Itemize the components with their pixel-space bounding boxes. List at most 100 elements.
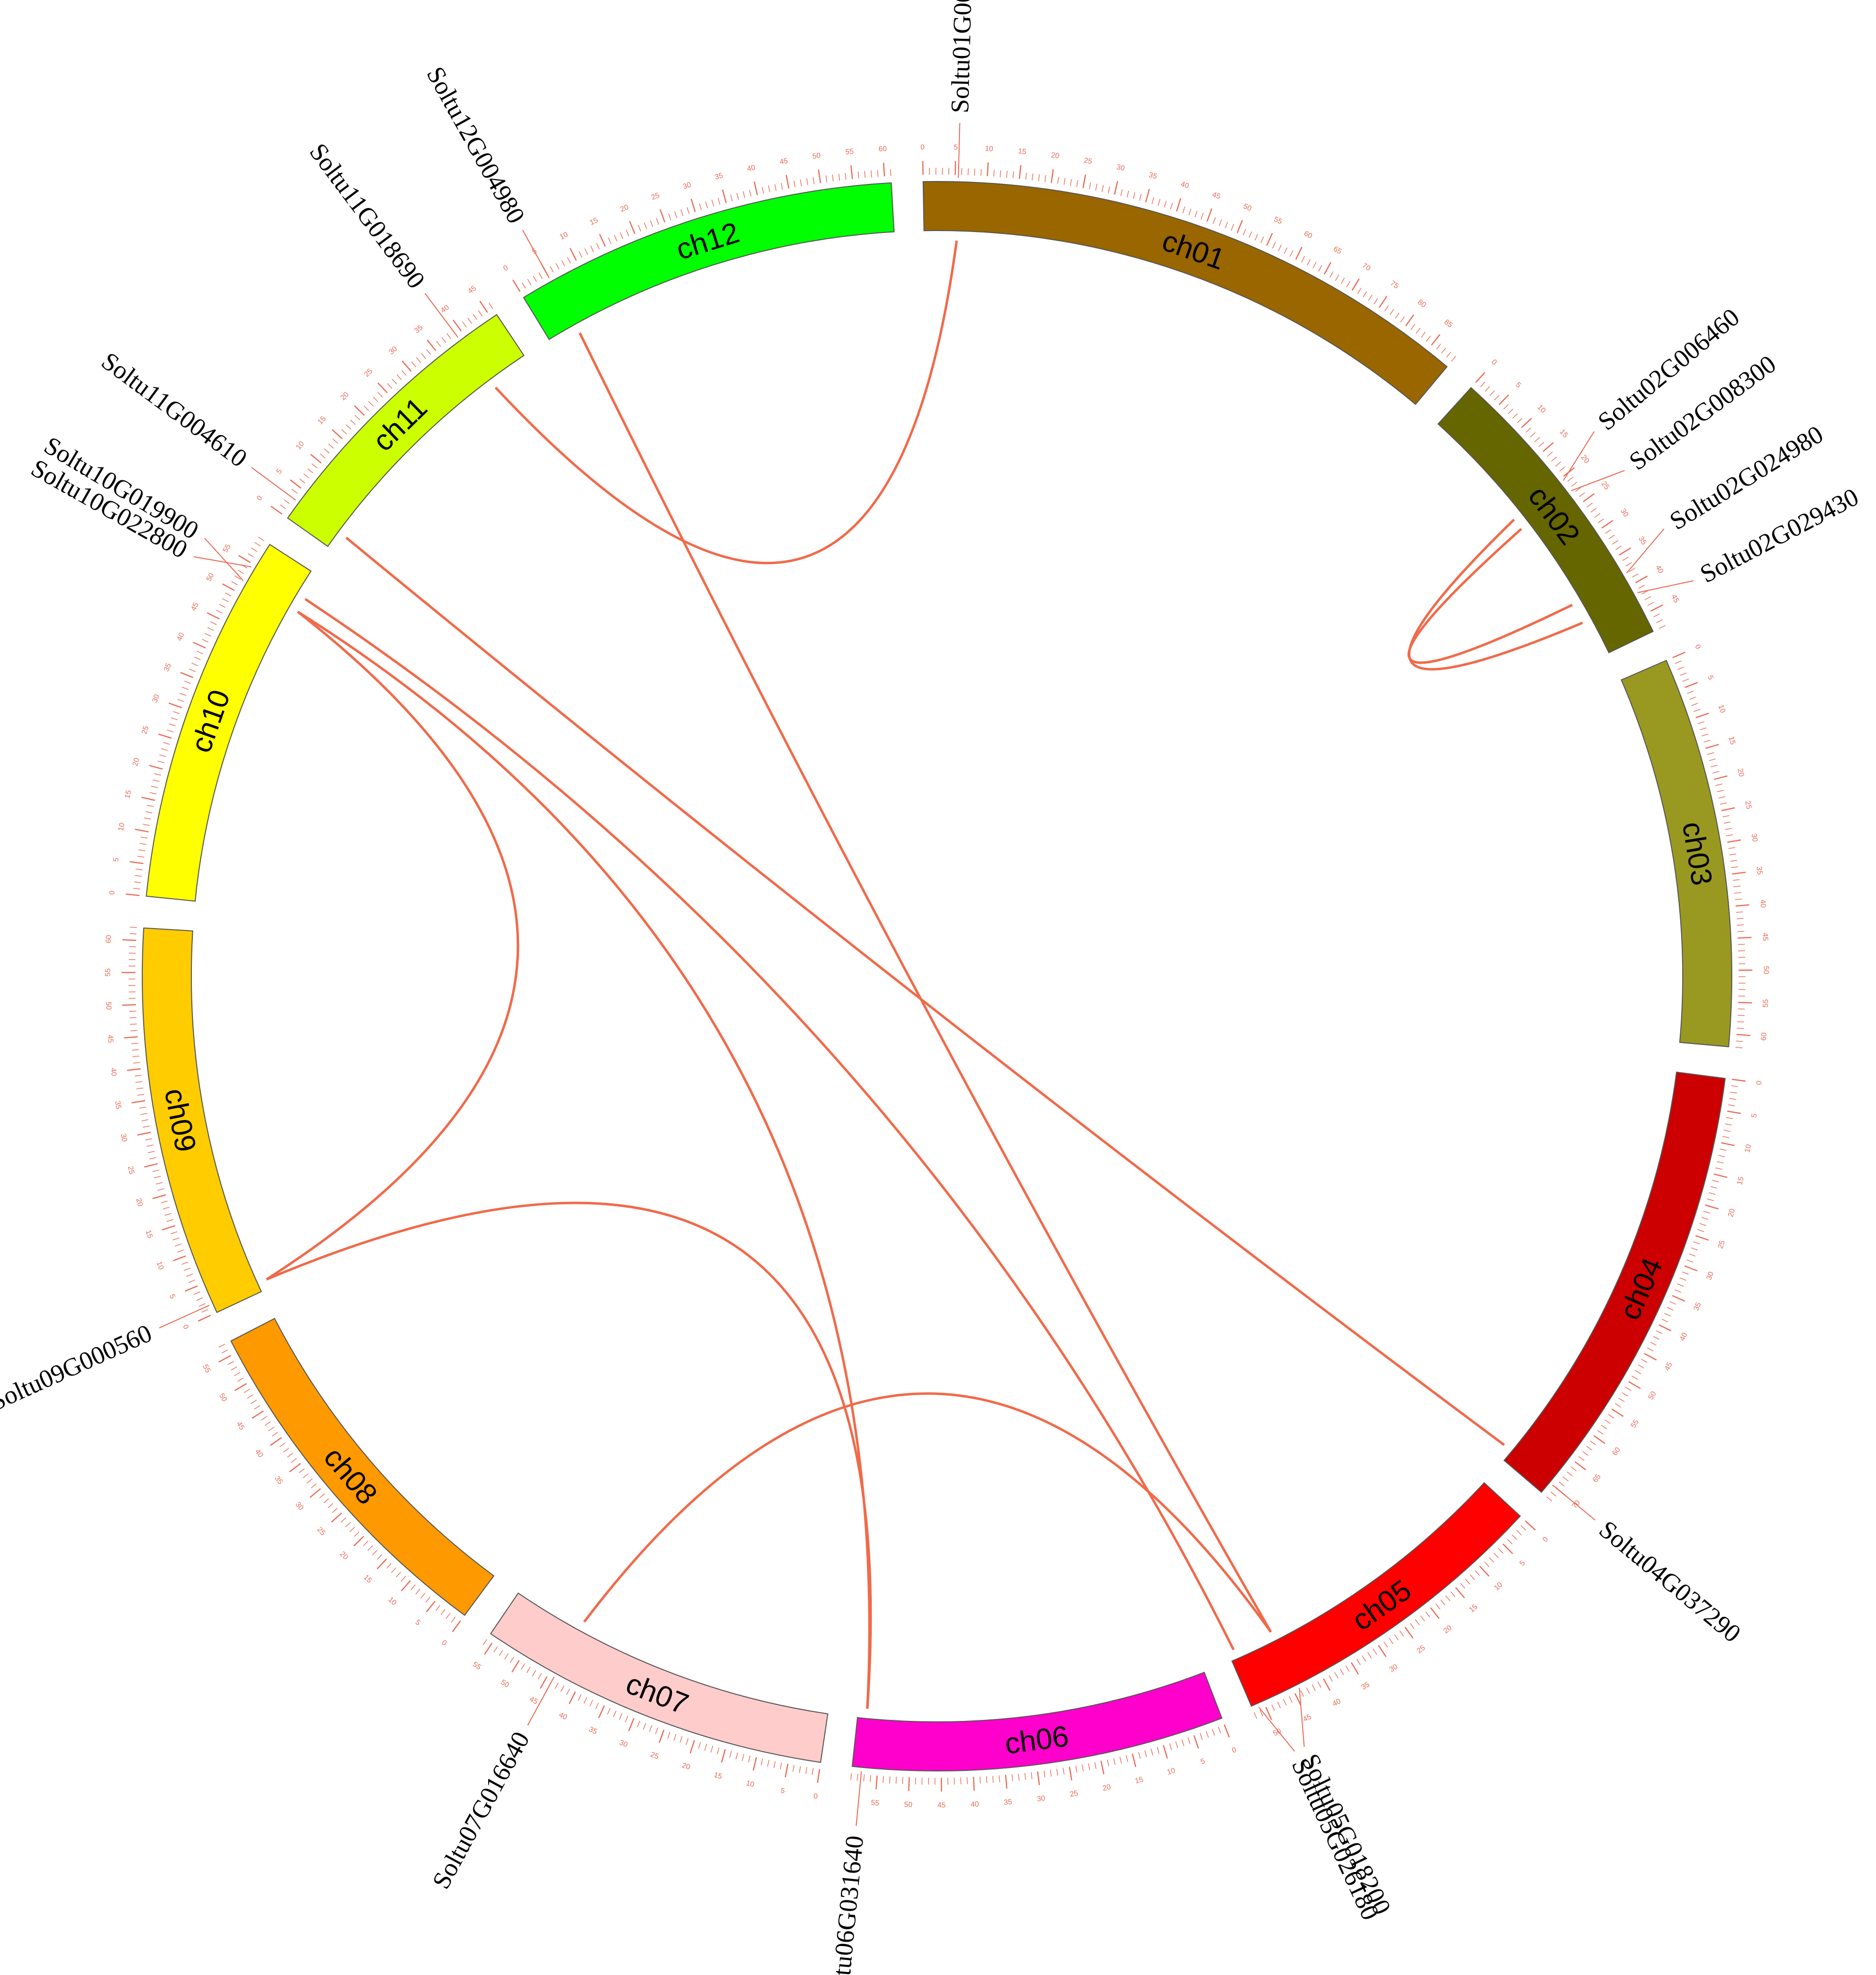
tick-mark — [130, 1017, 137, 1018]
tick-mark — [131, 1042, 138, 1044]
tick-label: 10 — [155, 1260, 165, 1271]
tick-mark — [1284, 247, 1288, 254]
tick-mark — [527, 279, 532, 286]
tick-label: 35 — [1148, 171, 1158, 181]
tick-mark — [145, 1138, 153, 1141]
tick-label: 5 — [1706, 674, 1715, 681]
gene-label: Soltu07G016640 — [427, 1727, 535, 1894]
tick-mark — [858, 171, 860, 179]
tick-mark — [299, 478, 306, 484]
tick-mark — [1206, 1731, 1209, 1738]
tick-mark — [1005, 1774, 1008, 1789]
tick-mark — [1718, 796, 1725, 799]
tick-label: 15 — [1017, 147, 1026, 156]
tick-mark — [883, 162, 886, 177]
tick-mark — [1044, 175, 1046, 182]
tick-label: 15 — [588, 216, 599, 227]
tick-mark — [1068, 1767, 1072, 1781]
tick-mark — [137, 1094, 144, 1096]
tick-mark — [1494, 395, 1500, 401]
tick-mark — [193, 1291, 201, 1295]
tick-mark — [974, 168, 975, 176]
chromosome-ch08 — [230, 1318, 495, 1616]
tick-mark — [126, 893, 140, 896]
tick-label: 40 — [1654, 564, 1665, 575]
tick-mark — [1710, 1186, 1718, 1189]
tick-mark — [1445, 1595, 1451, 1602]
tick-mark — [1714, 1173, 1727, 1178]
tick-mark — [1578, 1456, 1585, 1461]
tick-mark — [1266, 233, 1273, 246]
tick-mark — [1383, 1641, 1388, 1648]
tick-mark — [1718, 1155, 1725, 1157]
tick-label: 60 — [878, 145, 887, 154]
tick-mark — [1615, 1403, 1621, 1408]
tick-mark — [1441, 347, 1446, 354]
tick-mark — [1277, 1701, 1281, 1709]
tick-mark — [1720, 1148, 1727, 1151]
tick-mark — [1278, 244, 1282, 251]
tick-mark — [221, 1350, 228, 1353]
tick-mark — [1367, 1652, 1372, 1659]
tick-mark — [1485, 386, 1490, 392]
tick-mark — [699, 203, 702, 210]
tick-mark — [1512, 413, 1518, 419]
tick-mark — [199, 1303, 206, 1307]
tick-mark — [1289, 250, 1294, 257]
tick-mark — [555, 263, 560, 270]
tick-mark — [222, 598, 229, 602]
chromosome-ch10 — [146, 544, 312, 902]
tick-mark — [1362, 291, 1367, 298]
tick-mark — [1120, 1756, 1122, 1764]
tick-mark — [1050, 169, 1054, 183]
tick-mark — [1728, 847, 1736, 849]
tick-label: 25 — [363, 367, 374, 379]
tick-mark — [328, 443, 334, 449]
tick-mark — [1430, 1607, 1440, 1619]
tick-mark — [1642, 590, 1648, 595]
tick-label: 50 — [904, 1800, 912, 1809]
tick-mark — [182, 1261, 188, 1265]
tick-mark — [1538, 442, 1544, 447]
tick-mark — [736, 193, 739, 200]
tick-mark — [312, 463, 317, 468]
tick-mark — [154, 1176, 161, 1178]
tick-mark — [1737, 1028, 1744, 1029]
tick-mark — [1611, 1408, 1624, 1417]
tick-mark — [1031, 1772, 1033, 1779]
tick-mark — [710, 1745, 713, 1753]
tick-mark — [1389, 1637, 1394, 1644]
tick-mark — [180, 672, 194, 678]
tick-mark — [1384, 305, 1389, 312]
tick-label: 75 — [1389, 279, 1400, 290]
tick-label: 35 — [413, 323, 424, 335]
tick-mark — [863, 1774, 865, 1782]
tick-mark — [1641, 1359, 1648, 1363]
tick-label: 0 — [1231, 1745, 1238, 1755]
tick-mark — [1075, 1766, 1077, 1773]
tick-mark — [421, 353, 426, 359]
tick-mark — [191, 662, 198, 666]
tick-mark — [207, 612, 220, 620]
tick-mark — [1163, 1745, 1168, 1759]
tick-mark — [511, 1660, 520, 1673]
tick-mark — [493, 1646, 498, 1653]
tick-mark — [1587, 502, 1593, 508]
tick-mark — [166, 1219, 174, 1222]
tick-mark — [1126, 190, 1129, 198]
tick-label: 45 — [1211, 190, 1222, 201]
tick-label: 10 — [985, 144, 993, 153]
tick-mark — [291, 1458, 297, 1463]
tick-mark — [1699, 1223, 1706, 1226]
tick-mark — [717, 1747, 720, 1755]
tick-mark — [800, 179, 802, 186]
tick-mark — [354, 1531, 360, 1537]
tick-mark — [1597, 1430, 1604, 1435]
tick-mark — [607, 1708, 611, 1715]
tick-mark — [1625, 562, 1632, 567]
tick-mark — [1621, 1392, 1628, 1397]
tick-label: 55 — [1761, 999, 1770, 1008]
tick-label: 35 — [273, 1475, 285, 1486]
tick-mark — [1638, 1364, 1644, 1369]
tick-label: 25 — [1716, 1239, 1726, 1249]
